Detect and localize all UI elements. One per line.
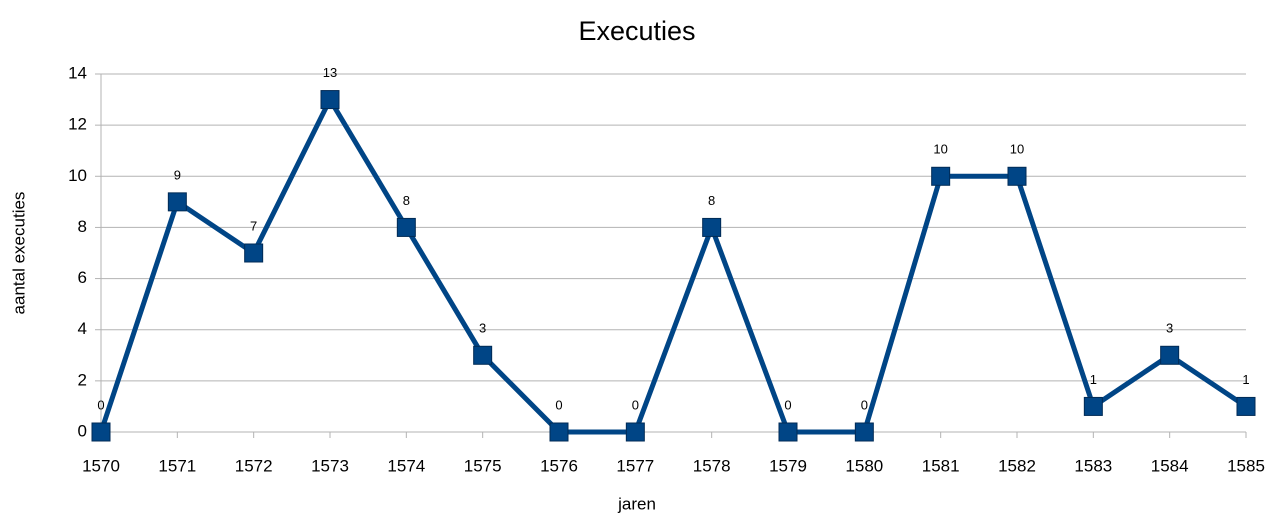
y-tick-label: 2 xyxy=(78,370,87,389)
x-tick-label: 1582 xyxy=(998,456,1036,475)
x-tick-label: 1575 xyxy=(464,456,502,475)
point-marker xyxy=(1083,396,1103,416)
x-tick-label: 1580 xyxy=(845,456,883,475)
point-marker xyxy=(625,422,645,442)
data-label: 8 xyxy=(708,193,715,208)
y-tick-label: 10 xyxy=(68,166,87,185)
chart-title: Executies xyxy=(578,16,695,46)
point-marker xyxy=(396,217,416,237)
x-tick-label: 1578 xyxy=(693,456,731,475)
data-label: 10 xyxy=(1010,142,1024,157)
y-tick-label: 12 xyxy=(68,115,87,134)
data-label: 7 xyxy=(250,218,257,233)
point-marker xyxy=(244,243,264,263)
point-marker xyxy=(778,422,798,442)
x-axis-label: jaren xyxy=(617,494,656,513)
y-tick-label: 6 xyxy=(78,268,87,287)
y-tick-label: 4 xyxy=(78,319,87,338)
x-tick-label: 1585 xyxy=(1227,456,1265,475)
x-tick-label: 1576 xyxy=(540,456,578,475)
point-marker xyxy=(473,345,493,365)
x-tick-label: 1583 xyxy=(1074,456,1112,475)
x-tick-label: 1584 xyxy=(1151,456,1189,475)
x-tick-label: 1573 xyxy=(311,456,349,475)
data-label: 0 xyxy=(97,397,104,412)
data-label: 0 xyxy=(784,397,791,412)
point-marker xyxy=(1160,345,1180,365)
point-marker xyxy=(854,422,874,442)
point-marker xyxy=(91,422,111,442)
y-axis-label: aantal executies xyxy=(9,192,28,315)
y-tick-label: 14 xyxy=(68,63,87,82)
x-tick-label: 1577 xyxy=(616,456,654,475)
data-label: 10 xyxy=(933,142,947,157)
point-marker xyxy=(320,90,340,110)
x-tick-label: 1579 xyxy=(769,456,807,475)
data-label: 1 xyxy=(1242,372,1249,387)
point-marker xyxy=(1007,166,1027,186)
data-label: 3 xyxy=(479,321,486,336)
point-marker xyxy=(702,217,722,237)
x-tick-label: 1570 xyxy=(82,456,120,475)
point-marker xyxy=(549,422,569,442)
data-label: 8 xyxy=(403,193,410,208)
data-label: 0 xyxy=(861,397,868,412)
data-label: 1 xyxy=(1090,372,1097,387)
data-label: 3 xyxy=(1166,321,1173,336)
y-tick-label: 8 xyxy=(78,217,87,236)
x-tick-label: 1571 xyxy=(158,456,196,475)
data-label: 9 xyxy=(174,167,181,182)
point-marker xyxy=(1236,396,1256,416)
data-label: 0 xyxy=(632,397,639,412)
data-label: 0 xyxy=(555,397,562,412)
x-tick-label: 1572 xyxy=(235,456,273,475)
data-label: 13 xyxy=(323,65,337,80)
point-marker xyxy=(931,166,951,186)
x-tick-label: 1581 xyxy=(922,456,960,475)
y-tick-label: 0 xyxy=(78,421,87,440)
x-tick-label: 1574 xyxy=(387,456,425,475)
series-line xyxy=(98,97,1248,435)
point-marker xyxy=(167,192,187,212)
